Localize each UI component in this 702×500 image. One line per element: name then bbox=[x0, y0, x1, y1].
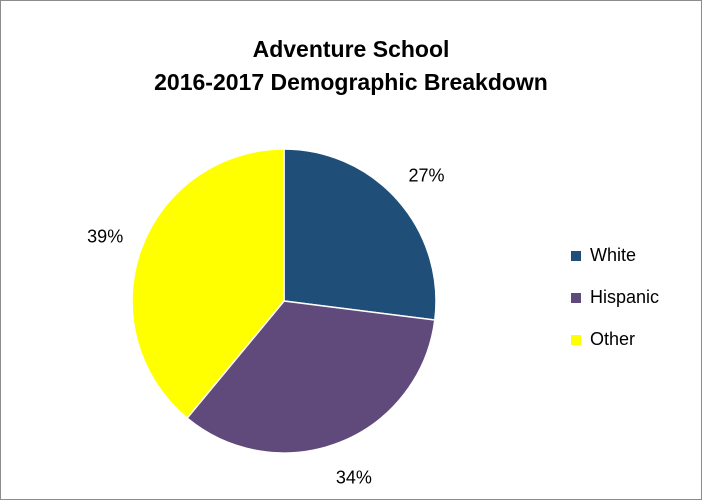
pie-slice-hispanic bbox=[186, 300, 436, 454]
legend: White Hispanic Other bbox=[571, 245, 659, 371]
data-label-other: 39% bbox=[87, 227, 123, 247]
data-label-white: 27% bbox=[408, 165, 444, 185]
legend-item-other: Other bbox=[571, 329, 659, 350]
pie-slice-other bbox=[131, 148, 285, 420]
legend-swatch-hispanic bbox=[571, 292, 581, 303]
pie-slice-white bbox=[283, 148, 437, 321]
chart-title-line-2: 2016-2017 Demographic Breakdown bbox=[154, 69, 548, 95]
chart-title: Adventure School 2016-2017 Demographic B… bbox=[1, 33, 701, 99]
chart-title-line-1: Adventure School bbox=[252, 36, 450, 62]
legend-item-hispanic: Hispanic bbox=[571, 287, 659, 308]
data-label-hispanic: 34% bbox=[336, 468, 372, 488]
legend-swatch-other bbox=[571, 334, 581, 345]
legend-label-hispanic: Hispanic bbox=[590, 287, 660, 307]
legend-label-other: Other bbox=[590, 329, 636, 349]
legend-swatch-white bbox=[571, 250, 581, 261]
legend-label-white: White bbox=[590, 245, 637, 265]
legend-item-white: White bbox=[571, 245, 659, 266]
